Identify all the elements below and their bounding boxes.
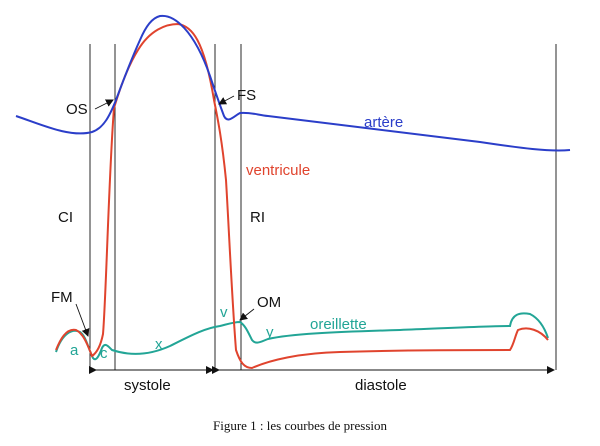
label-diastole: diastole: [355, 377, 407, 394]
label-atrium: oreillette: [310, 316, 367, 333]
fm-leader: [75, 303, 90, 337]
atrium-curve: [55, 312, 549, 361]
label-artery: artère: [364, 114, 403, 131]
label-fm: FM: [51, 289, 73, 306]
figure-caption: Figure 1 : les courbes de pression: [213, 418, 388, 433]
leader-lines: [75, 95, 255, 337]
label-wave-v: v: [220, 304, 228, 321]
artery-curve: [15, 14, 571, 152]
label-systole: systole: [124, 377, 171, 394]
fs-leader: [218, 95, 235, 105]
label-wave-c: c: [100, 345, 108, 362]
label-om: OM: [257, 294, 281, 311]
label-ci: CI: [58, 209, 73, 226]
om-leader: [239, 308, 255, 321]
label-ventricle: ventricule: [246, 162, 310, 179]
label-wave-x: x: [155, 336, 163, 353]
label-fs: FS: [237, 87, 256, 104]
ventricle-curve: [55, 22, 549, 370]
label-wave-a: a: [70, 342, 79, 359]
label-os: OS: [66, 101, 88, 118]
label-wave-y: y: [266, 324, 274, 341]
os-leader: [94, 99, 114, 110]
label-ri: RI: [250, 209, 265, 226]
